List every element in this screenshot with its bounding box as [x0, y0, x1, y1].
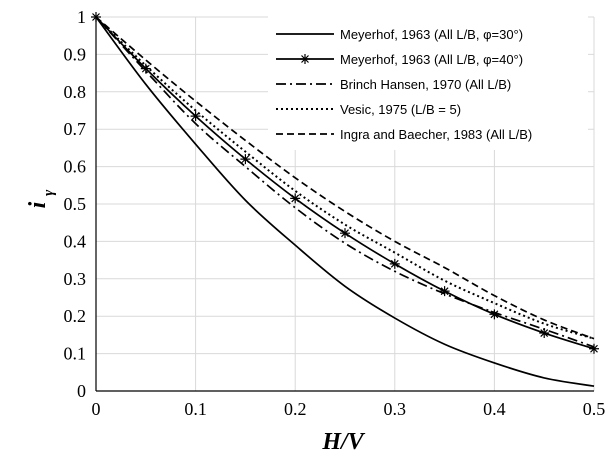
- x-tick-label-4: 0.4: [483, 399, 506, 419]
- y-tick-label-5: 0.5: [64, 194, 87, 214]
- series-1-point-8-shape: [489, 309, 500, 320]
- series-1-point-6-shape: [389, 258, 400, 269]
- series-1-point-2: [190, 111, 201, 122]
- y-axis-label-main: i: [25, 201, 51, 208]
- tick-labels: 0 0.1 0.2 0.3 0.4 0.5 0.6 0.7 0.8 0.9 1 0 0.1 0.2 0.3 0…: [64, 7, 606, 419]
- series-1-point-3: [240, 154, 251, 165]
- series-1-point-8: [489, 309, 500, 320]
- y-tick-label-10: 1: [77, 7, 86, 27]
- series-1-point-6: [389, 258, 400, 269]
- y-tick-label-3: 0.3: [64, 269, 87, 289]
- series-1-point-1: [140, 63, 151, 74]
- y-tick-label-7: 0.7: [64, 119, 87, 139]
- x-tick-label-1: 0.1: [184, 399, 207, 419]
- x-tick-label-3: 0.3: [384, 399, 407, 419]
- series-1-point-4: [290, 193, 301, 204]
- series-line-4: [95, 16, 595, 340]
- legend-label-2: Brinch Hansen, 1970 (All L/B): [340, 77, 511, 92]
- x-axis-label: H/V: [321, 429, 365, 455]
- series-1-point-5-shape: [340, 228, 350, 239]
- x-tick-label-0: 0: [92, 399, 101, 419]
- series-line-2: [95, 16, 595, 348]
- series-1-point-9-shape: [539, 328, 550, 339]
- y-tick-label-4: 0.4: [64, 231, 87, 251]
- y-axis-label-subscript: γ: [41, 189, 57, 196]
- y-tick-label-2: 0.2: [64, 306, 87, 326]
- series-line-1: [95, 16, 595, 350]
- series-1-point-2-shape: [190, 111, 201, 122]
- axes: [95, 17, 594, 392]
- legend: Meyerhof, 1963 (All L/B, φ=30°) Meyerhof,…: [268, 16, 588, 150]
- series-1-point-10-shape: [589, 343, 599, 354]
- series-1-point-9: [539, 328, 550, 339]
- series-1-point-5: [340, 228, 350, 239]
- legend-label-1: Meyerhof, 1963 (All L/B, φ=40°): [340, 52, 523, 67]
- series-1-point-4-shape: [290, 193, 301, 204]
- y-tick-label-9: 0.9: [64, 44, 87, 64]
- series-line-3: [95, 16, 595, 340]
- y-tick-label-8: 0.8: [64, 82, 87, 102]
- legend-box: [268, 16, 588, 150]
- x-tick-label-5: 0.5: [583, 399, 606, 419]
- y-tick-label-1: 0.1: [64, 344, 87, 364]
- series-1-point-7-shape: [439, 286, 450, 297]
- legend-label-0: Meyerhof, 1963 (All L/B, φ=30°): [340, 27, 523, 42]
- series-lines: [91, 12, 599, 387]
- series-1-point-1-shape: [140, 63, 151, 74]
- y-tick-label-0: 0: [77, 381, 86, 401]
- legend-label-4: Ingra and Baecher, 1983 (All L/B): [340, 127, 532, 142]
- x-tick-label-2: 0.2: [284, 399, 307, 419]
- y-tick-label-6: 0.6: [64, 157, 87, 177]
- series-1-point-10: [589, 343, 599, 354]
- legend-marker-1-shape: [300, 54, 310, 64]
- legend-marker-1: [300, 54, 310, 64]
- legend-label-3: Vesic, 1975 (L/B = 5): [340, 102, 461, 117]
- series-1-point-3-shape: [240, 154, 251, 165]
- series-1-point-7: [439, 286, 450, 297]
- series-line-0: [95, 16, 595, 387]
- y-axis-label: i γ: [25, 189, 57, 208]
